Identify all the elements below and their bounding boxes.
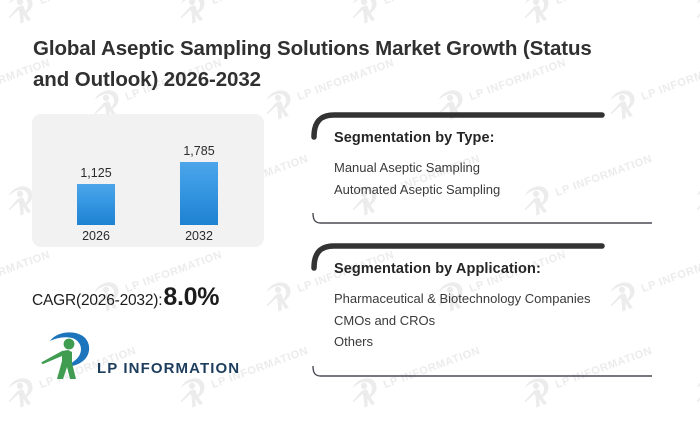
- bar-category-2032: 2032: [185, 229, 213, 243]
- bar-chart: 1,125 1,785 2026 2032: [32, 114, 264, 247]
- page-title: Global Aseptic Sampling Solutions Market…: [33, 37, 592, 91]
- bar-value-2026: 1,125: [80, 166, 112, 180]
- panel-top-border: [311, 243, 605, 271]
- list-item: Pharmaceutical & Biotechnology Companies: [334, 291, 591, 306]
- bar-chart-card: 1,125 1,785 2026 2032: [32, 114, 264, 247]
- lp-logo-mark-icon: [38, 330, 96, 380]
- cagr-value: 8.0%: [163, 283, 220, 311]
- segmentation-type-heading: Segmentation by Type:: [334, 130, 495, 146]
- cagr-label: CAGR(2026-2032):: [32, 292, 163, 309]
- lp-logo-text: LP INFORMATION: [97, 360, 241, 377]
- segmentation-type-panel: Segmentation by Type: Manual Aseptic Sam…: [311, 112, 652, 226]
- panel-bottom-border: [312, 212, 652, 224]
- segmentation-application-list: Pharmaceutical & Biotechnology Companies…: [334, 288, 591, 353]
- list-item: Others: [334, 334, 374, 349]
- segmentation-application-panel: Segmentation by Application: Pharmaceuti…: [311, 243, 652, 379]
- segmentation-application-heading: Segmentation by Application:: [334, 261, 541, 277]
- bar-2026: [77, 184, 115, 225]
- list-item: CMOs and CROs: [334, 312, 436, 328]
- panel-bottom-border: [312, 365, 652, 377]
- bar-group-2026: 1,125: [77, 166, 115, 225]
- lp-information-logo: LP INFORMATION: [38, 330, 240, 380]
- bar-2032: [180, 162, 218, 225]
- cagr-block: CAGR(2026-2032): 8.0%: [32, 283, 219, 312]
- panel-top-border: [311, 112, 605, 140]
- bar-value-2032: 1,785: [183, 144, 215, 158]
- list-item: Manual Aseptic Sampling: [334, 160, 480, 175]
- bar-group-2032: 1,785: [180, 144, 218, 225]
- segmentation-type-list: Manual Aseptic Sampling Automated Asepti…: [334, 157, 500, 200]
- bar-category-2026: 2026: [82, 229, 110, 243]
- list-item: Automated Aseptic Sampling: [334, 181, 501, 197]
